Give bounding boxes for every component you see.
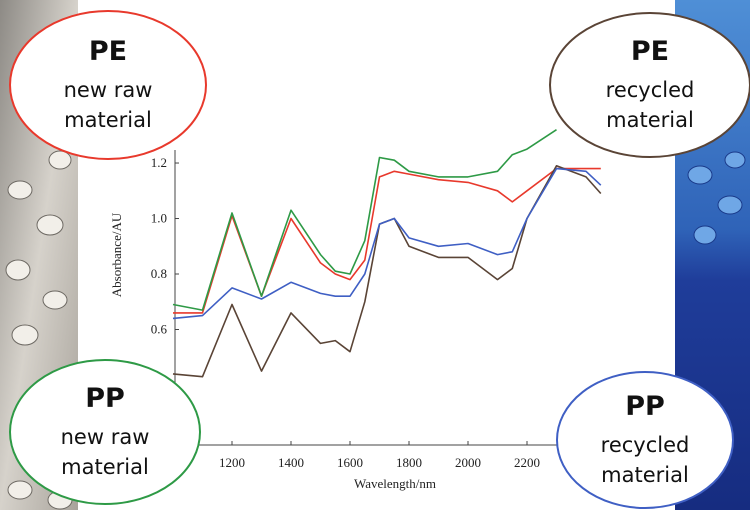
x-tick-label: 2200	[514, 455, 540, 470]
series-description: material	[606, 108, 694, 132]
x-tick-label: 1600	[337, 455, 363, 470]
x-tick-label: 1400	[278, 455, 304, 470]
x-tick-label: 2000	[455, 455, 481, 470]
series-description: material	[64, 108, 152, 132]
y-tick-label: 0.8	[151, 266, 167, 281]
series-description: new raw	[64, 78, 153, 102]
labels: PE new raw material PE recycled material PP new…	[9, 10, 750, 509]
x-tick-label: 1200	[219, 455, 245, 470]
series-description: new raw	[61, 425, 150, 449]
label-ellipse	[9, 359, 201, 505]
series-name: PP	[85, 383, 125, 414]
series-line	[172, 167, 602, 320]
series-description: material	[61, 455, 149, 479]
plot: 0.60.81.01.21200140016001800200022002400…	[109, 129, 616, 491]
y-tick-label: 1.2	[151, 155, 167, 170]
y-tick-label: 1.0	[151, 211, 167, 226]
series-line	[172, 129, 557, 311]
label-ellipse	[549, 12, 750, 158]
y-tick-label: 0.6	[151, 322, 168, 337]
y-axis-label: Absorbance/AU	[109, 212, 124, 297]
x-axis-label: Wavelength/nm	[354, 476, 436, 491]
label-ellipse	[9, 10, 207, 160]
label-ellipse	[556, 371, 734, 509]
x-tick-label: 1800	[396, 455, 422, 470]
pellets-left	[5, 150, 73, 510]
series-description: recycled	[601, 433, 690, 457]
series-description: recycled	[606, 78, 695, 102]
series-name: PP	[625, 391, 665, 422]
series-name: PE	[89, 36, 127, 67]
pellets-right	[687, 151, 746, 245]
series-name: PE	[631, 36, 669, 67]
series-description: material	[601, 463, 689, 487]
